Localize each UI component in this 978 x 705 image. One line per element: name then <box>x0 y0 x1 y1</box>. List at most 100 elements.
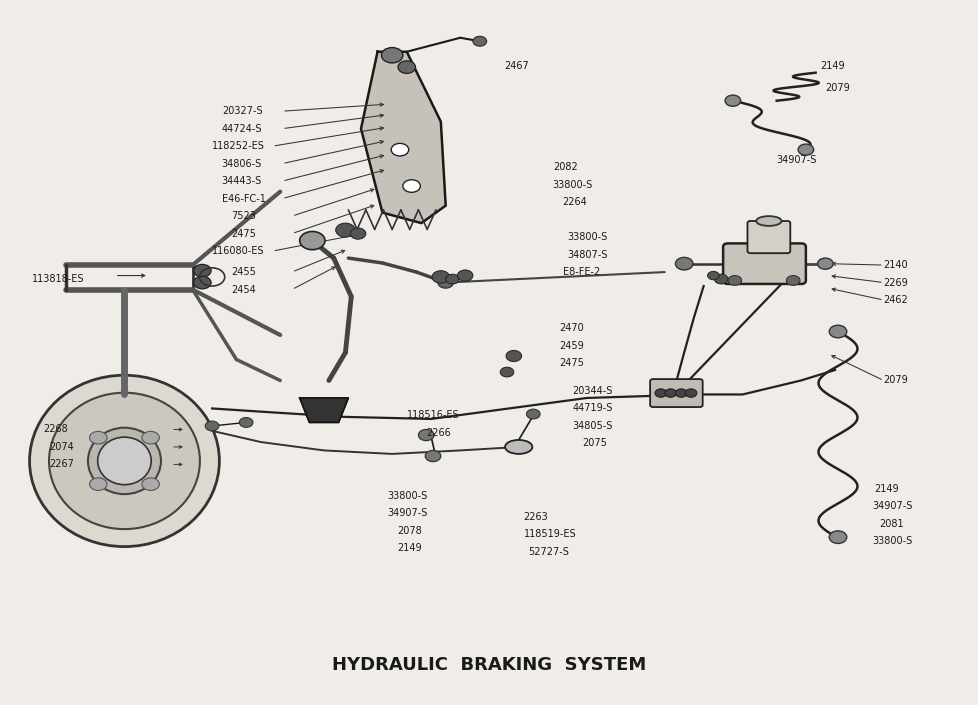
FancyBboxPatch shape <box>746 221 789 253</box>
Circle shape <box>437 277 453 288</box>
Text: 118252-ES: 118252-ES <box>212 141 265 151</box>
Circle shape <box>103 446 146 477</box>
Text: E46-FC-1: E46-FC-1 <box>222 194 265 204</box>
Circle shape <box>797 144 813 155</box>
FancyBboxPatch shape <box>649 379 702 407</box>
Text: 2149: 2149 <box>820 61 844 70</box>
Ellipse shape <box>755 216 780 226</box>
Ellipse shape <box>29 375 219 546</box>
Text: 34443-S: 34443-S <box>222 176 262 186</box>
Text: 34806-S: 34806-S <box>222 159 262 168</box>
Circle shape <box>472 37 486 46</box>
Circle shape <box>707 271 719 280</box>
Text: 2075: 2075 <box>581 439 606 448</box>
Circle shape <box>675 389 687 397</box>
Text: 116080-ES: 116080-ES <box>212 246 264 256</box>
Circle shape <box>194 264 211 277</box>
Text: 20344-S: 20344-S <box>572 386 612 396</box>
Circle shape <box>675 257 692 270</box>
Text: 2140: 2140 <box>883 260 908 270</box>
Text: 2459: 2459 <box>559 341 584 350</box>
Circle shape <box>785 276 799 286</box>
Circle shape <box>205 421 219 431</box>
Text: 2454: 2454 <box>232 285 256 295</box>
Circle shape <box>403 180 420 192</box>
Circle shape <box>350 228 366 239</box>
Text: 33800-S: 33800-S <box>553 180 593 190</box>
Circle shape <box>506 350 521 362</box>
Text: 2079: 2079 <box>824 83 849 93</box>
Text: 2079: 2079 <box>883 376 908 386</box>
Text: 2266: 2266 <box>425 428 451 438</box>
Circle shape <box>398 61 415 73</box>
Circle shape <box>457 270 472 281</box>
Text: 34907-S: 34907-S <box>776 155 817 165</box>
Circle shape <box>828 325 846 338</box>
Text: 2475: 2475 <box>559 358 584 368</box>
Circle shape <box>725 95 740 106</box>
Text: 2475: 2475 <box>232 228 256 238</box>
Circle shape <box>431 271 449 283</box>
Text: HYDRAULIC  BRAKING  SYSTEM: HYDRAULIC BRAKING SYSTEM <box>333 656 645 674</box>
Circle shape <box>685 389 696 397</box>
Text: 2268: 2268 <box>44 424 68 434</box>
Circle shape <box>817 258 832 269</box>
Ellipse shape <box>505 440 532 454</box>
Text: 44719-S: 44719-S <box>572 403 612 413</box>
Text: 2081: 2081 <box>878 519 903 529</box>
Text: 34807-S: 34807-S <box>567 250 607 259</box>
Circle shape <box>335 223 355 237</box>
Ellipse shape <box>88 428 160 494</box>
Text: 113818-ES: 113818-ES <box>32 274 84 284</box>
Text: 33800-S: 33800-S <box>387 491 427 501</box>
Text: 34907-S: 34907-S <box>871 501 911 511</box>
Circle shape <box>239 417 252 427</box>
Text: 2470: 2470 <box>559 323 584 333</box>
Text: 2467: 2467 <box>504 61 528 70</box>
Circle shape <box>526 409 540 419</box>
Ellipse shape <box>49 393 200 529</box>
Text: 2078: 2078 <box>397 526 422 536</box>
Circle shape <box>381 47 403 63</box>
Text: 118519-ES: 118519-ES <box>523 529 576 539</box>
Text: 2455: 2455 <box>232 267 256 277</box>
Circle shape <box>418 429 433 441</box>
Text: 118516-ES: 118516-ES <box>406 410 459 420</box>
Text: 2462: 2462 <box>883 295 908 305</box>
Circle shape <box>664 389 676 397</box>
Text: 2149: 2149 <box>397 544 422 553</box>
Circle shape <box>654 389 666 397</box>
Text: 2269: 2269 <box>883 278 908 288</box>
Text: 2074: 2074 <box>50 442 74 452</box>
Polygon shape <box>361 51 445 223</box>
Text: 2264: 2264 <box>562 197 587 207</box>
Text: 52727-S: 52727-S <box>528 547 569 557</box>
Text: 33800-S: 33800-S <box>871 537 911 546</box>
Circle shape <box>500 367 513 377</box>
Circle shape <box>424 450 440 462</box>
Text: 2149: 2149 <box>873 484 898 494</box>
Circle shape <box>445 274 459 284</box>
Circle shape <box>89 478 107 491</box>
Text: 7523: 7523 <box>232 211 256 221</box>
Circle shape <box>714 274 728 284</box>
Text: 34805-S: 34805-S <box>572 421 612 431</box>
Circle shape <box>89 431 107 444</box>
Circle shape <box>142 431 159 444</box>
Text: 2082: 2082 <box>553 162 577 172</box>
Text: 20327-S: 20327-S <box>222 106 262 116</box>
Text: 2263: 2263 <box>523 512 548 522</box>
Polygon shape <box>299 398 348 422</box>
Text: 44724-S: 44724-S <box>222 123 262 134</box>
Circle shape <box>728 276 741 286</box>
Text: 34907-S: 34907-S <box>387 508 427 518</box>
Text: 2267: 2267 <box>50 460 74 470</box>
Ellipse shape <box>98 437 151 485</box>
Text: E8-FE-2: E8-FE-2 <box>562 267 600 277</box>
Circle shape <box>828 531 846 544</box>
Circle shape <box>142 478 159 491</box>
Circle shape <box>391 143 408 156</box>
FancyBboxPatch shape <box>723 243 805 284</box>
Circle shape <box>299 231 325 250</box>
Text: 33800-S: 33800-S <box>567 232 607 242</box>
